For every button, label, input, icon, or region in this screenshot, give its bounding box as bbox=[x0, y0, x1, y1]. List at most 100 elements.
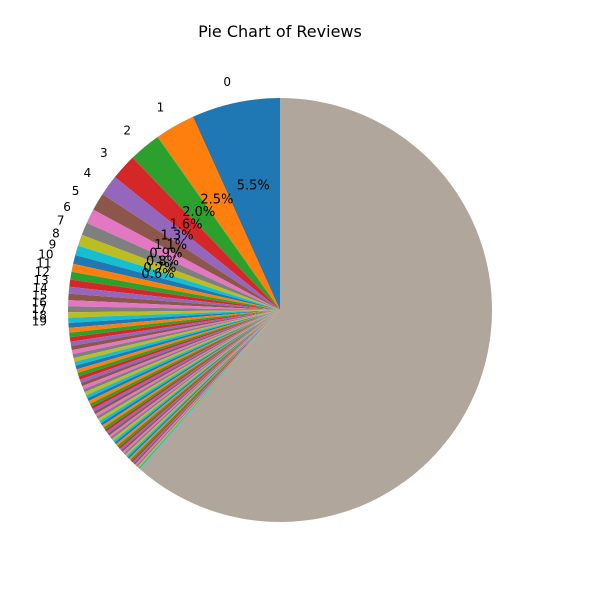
category-label: 4 bbox=[84, 166, 92, 180]
percent-label: 0.9% bbox=[149, 247, 182, 262]
pie-slice bbox=[68, 300, 280, 310]
pie-slice bbox=[68, 310, 281, 318]
pie-slice bbox=[132, 136, 280, 310]
pie-slice bbox=[71, 310, 280, 355]
pie-slice bbox=[69, 310, 280, 342]
pie-slice bbox=[138, 310, 280, 469]
pie-slice bbox=[113, 310, 281, 443]
pie-slice bbox=[76, 310, 280, 373]
pie-slice bbox=[77, 234, 281, 310]
pie-slice bbox=[131, 310, 280, 463]
pie-slice bbox=[87, 310, 281, 402]
pie-slice bbox=[114, 310, 280, 445]
pie-slice bbox=[127, 310, 280, 459]
category-label: 7 bbox=[57, 214, 65, 228]
pie-slice bbox=[125, 310, 280, 457]
pie-slice bbox=[109, 310, 280, 438]
pie-slice bbox=[128, 310, 280, 460]
pie-slice bbox=[106, 310, 281, 434]
category-label: 0 bbox=[223, 75, 231, 89]
pie-slice bbox=[81, 222, 281, 310]
category-label: 19 bbox=[32, 314, 47, 328]
pie-slice bbox=[100, 310, 280, 426]
pie-slice bbox=[69, 310, 280, 338]
pie-slice bbox=[89, 310, 280, 407]
category-label: 8 bbox=[52, 226, 60, 240]
pie-slice bbox=[70, 310, 280, 346]
percent-label: 1.3% bbox=[161, 228, 194, 243]
pie-slice bbox=[136, 310, 280, 467]
category-label: 2 bbox=[123, 124, 131, 138]
pie-slice bbox=[192, 98, 280, 310]
pie-slices bbox=[68, 98, 492, 522]
category-label: 6 bbox=[63, 200, 71, 214]
pie-slice bbox=[73, 310, 281, 362]
pie-slice bbox=[75, 310, 280, 370]
category-label: 12 bbox=[35, 265, 50, 279]
pie-slice bbox=[69, 279, 280, 310]
pie-slice bbox=[95, 310, 280, 417]
pie-slice bbox=[72, 310, 280, 359]
chart-title: Pie Chart of Reviews bbox=[198, 22, 362, 41]
pie-slice bbox=[86, 209, 281, 310]
pie-slice bbox=[114, 157, 280, 310]
pie-slice bbox=[91, 310, 280, 410]
category-label: 10 bbox=[38, 247, 53, 261]
category-label: 13 bbox=[33, 273, 48, 287]
pie-slice bbox=[71, 310, 280, 351]
pie-slice bbox=[84, 310, 280, 396]
percent-label: 0.7% bbox=[143, 261, 176, 276]
category-label: 16 bbox=[32, 296, 47, 310]
pie-slice bbox=[122, 310, 280, 454]
pie-slice bbox=[70, 271, 280, 310]
pie-slice bbox=[104, 310, 281, 432]
category-label: 11 bbox=[36, 257, 51, 271]
pie-slice bbox=[92, 310, 280, 412]
percent-label: 1.1% bbox=[154, 238, 187, 253]
percent-label: 0.8% bbox=[146, 254, 179, 269]
pie-slice bbox=[132, 310, 280, 464]
pie-slice bbox=[96, 310, 280, 419]
category-label: 9 bbox=[49, 237, 57, 251]
pie-slice bbox=[103, 310, 280, 430]
pie-slice bbox=[117, 310, 281, 448]
pie-slice bbox=[119, 310, 281, 451]
pie-slice bbox=[118, 310, 281, 449]
pie-slice bbox=[79, 310, 281, 383]
pie-slice bbox=[137, 310, 280, 468]
percent-label: 2.5% bbox=[200, 193, 233, 208]
pie-slice bbox=[85, 310, 281, 399]
pie-slice bbox=[121, 310, 280, 452]
pie-slice bbox=[157, 116, 280, 311]
pie-slice bbox=[78, 310, 281, 380]
pie-slice bbox=[88, 310, 280, 404]
category-label: 17 bbox=[32, 302, 47, 316]
pie-slice bbox=[126, 310, 281, 458]
percent-labels: 5.5% 2.5%2.0%1.6%1.3%1.1%0.9%0.8%0.7%0.6% bbox=[141, 179, 269, 283]
category-label: 5 bbox=[72, 184, 80, 198]
category-label: 3 bbox=[100, 146, 108, 160]
percent-label: 5.5% bbox=[237, 179, 270, 194]
pie-slice bbox=[93, 194, 280, 310]
pie-slice bbox=[77, 310, 280, 377]
pie-slice bbox=[98, 310, 281, 422]
percent-label: 1.6% bbox=[169, 217, 202, 232]
pie-slice bbox=[68, 286, 280, 310]
pie-slice bbox=[134, 310, 280, 466]
pie-slice bbox=[83, 310, 280, 393]
pie-slice bbox=[80, 310, 280, 387]
pie-slice bbox=[130, 310, 280, 462]
pie-slice bbox=[71, 263, 280, 310]
percent-label: 0.6% bbox=[141, 267, 174, 282]
pie-slice bbox=[115, 310, 281, 446]
pie-slice bbox=[111, 310, 280, 441]
pie-slice bbox=[75, 245, 280, 310]
pie-slice bbox=[68, 310, 280, 323]
pie-slice bbox=[139, 98, 492, 522]
pie-slice bbox=[73, 255, 280, 310]
pie-slice bbox=[133, 310, 280, 465]
pie-slice bbox=[110, 310, 280, 440]
